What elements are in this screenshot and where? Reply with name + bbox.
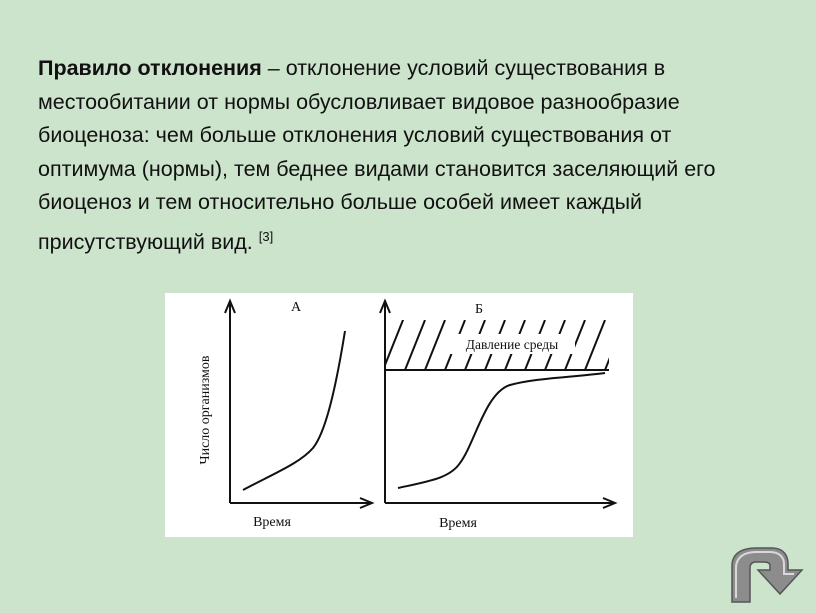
panel-b: [379, 298, 618, 509]
figure-background: [165, 293, 633, 537]
panel-label: А: [291, 300, 302, 315]
label-background: [450, 334, 575, 354]
panel-a: [224, 298, 375, 509]
y-axis-label: Число организмов: [198, 355, 213, 464]
x-axis-label: Время: [439, 516, 477, 531]
definition: – отклонение условий существования в мес…: [38, 56, 716, 254]
limit-label: Давление среды: [466, 337, 558, 352]
panel-label: Б: [475, 302, 483, 317]
paragraph: Правило отклонения – отклонение условий …: [38, 52, 768, 259]
term: Правило отклонения: [38, 56, 262, 80]
arrow-highlight: [735, 551, 794, 598]
figure: А Число организмов Время Давление среды …: [165, 293, 633, 537]
return-button[interactable]: [726, 546, 806, 604]
x-axis-label: Время: [253, 515, 291, 530]
reference: [3]: [258, 228, 274, 244]
